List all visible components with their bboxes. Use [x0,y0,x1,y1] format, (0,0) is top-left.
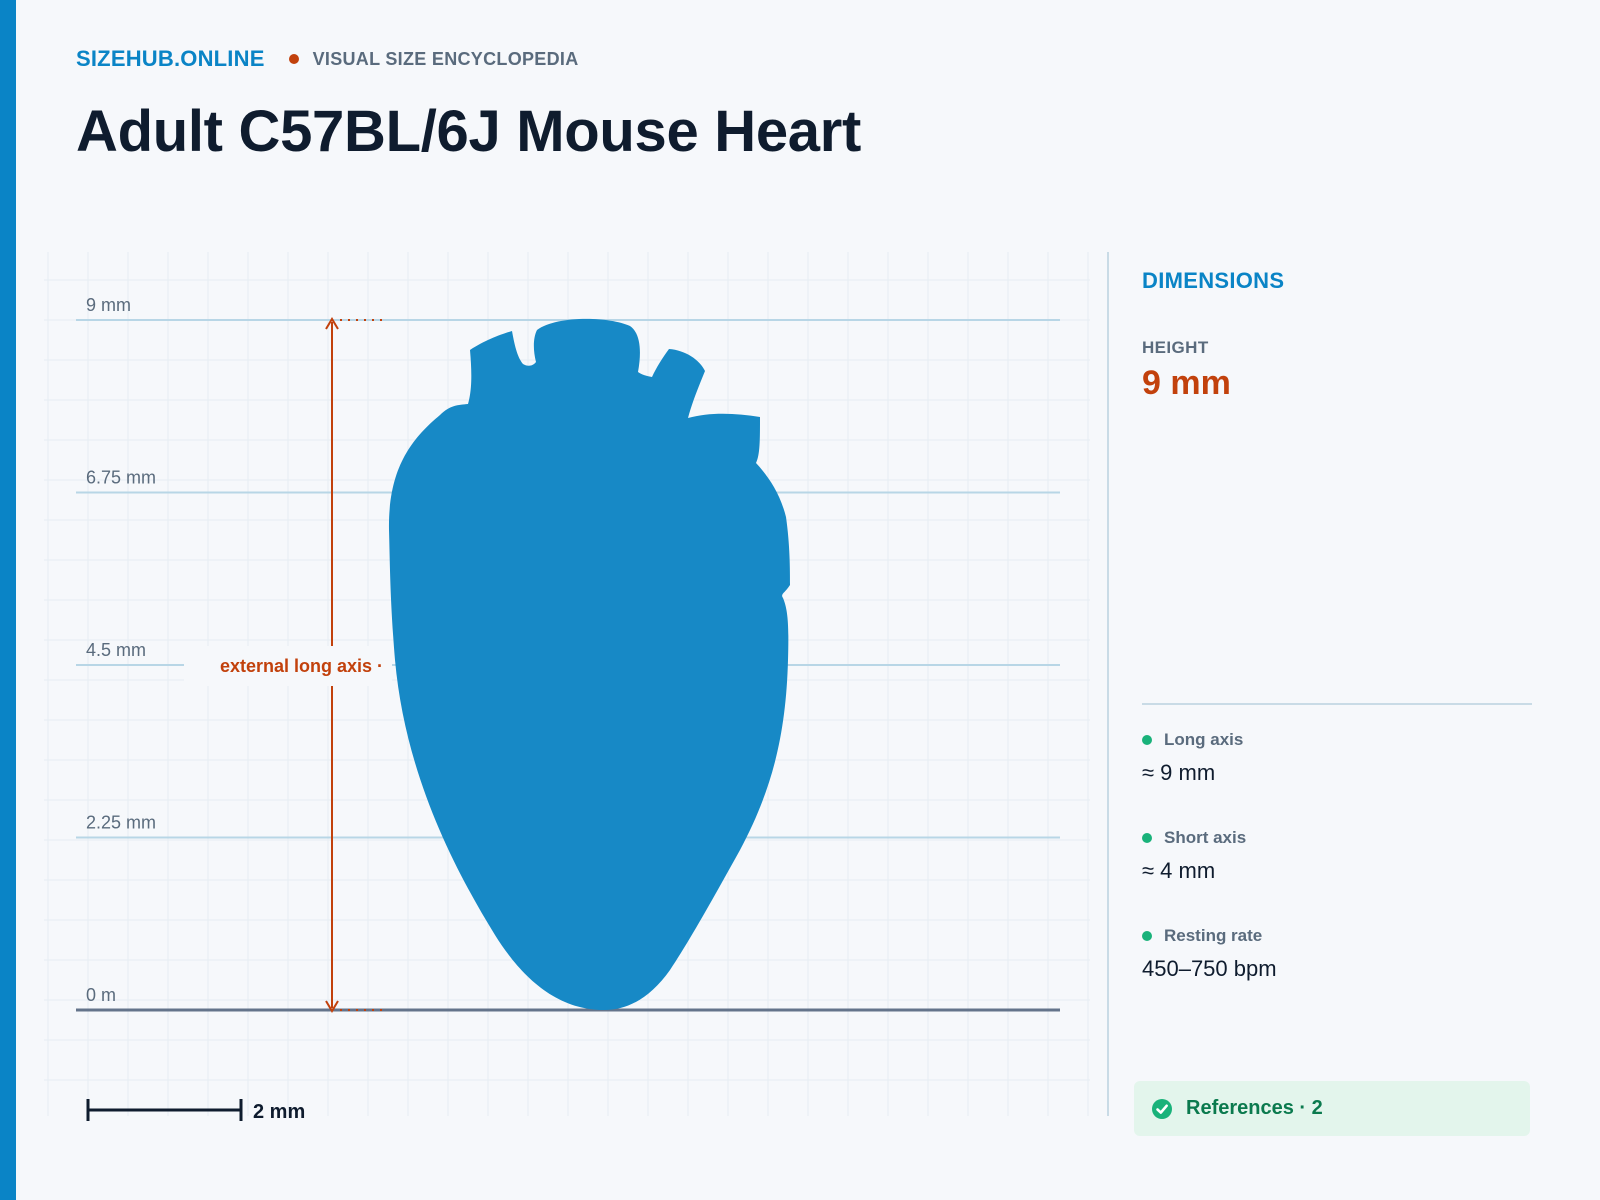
stat-value: 450–750 bpm [1142,956,1277,981]
panel-title: DIMENSIONS [1142,268,1285,293]
stat-label: Resting rate [1164,926,1263,945]
separator-dot [288,54,299,64]
stat-resting-rate: Resting rate 450–750 bpm [1142,926,1277,982]
measure-annotation: external long axis · [184,317,392,1013]
tick-label: 0 m [86,985,116,1005]
tick-label: 6.75 mm [86,468,156,488]
check-circle-icon [1152,1098,1172,1119]
status-dot [1142,735,1152,745]
references-label: References · 2 [1186,1097,1323,1119]
height-value: 9 mm [1142,364,1231,402]
heart-silhouette [388,318,790,1010]
stat-long-axis: Long axis ≈ 9 mm [1142,730,1243,786]
stat-label: Short axis [1164,828,1247,847]
panel-divider [1107,252,1109,1116]
status-dot [1142,833,1152,843]
scale-bar: 2 mm [86,1099,305,1123]
stat-label: Long axis [1164,730,1244,749]
page-title: Adult C57BL/6J Mouse Heart [76,99,862,164]
references-button[interactable]: References · 2 [1134,1081,1530,1136]
site-tagline: VISUAL SIZE ENCYCLOPEDIA [312,48,579,69]
panel-rule [1142,703,1532,705]
tick-label: 9 mm [86,295,131,315]
stat-value: ≈ 4 mm [1142,858,1216,883]
tick-label: 2.25 mm [86,813,156,833]
accent-bar [0,0,16,1200]
scale-bar-label: 2 mm [253,1101,305,1123]
stat-value: ≈ 9 mm [1142,760,1216,785]
measure-label: external long axis · [220,656,383,676]
status-dot [1142,931,1152,941]
site-brand[interactable]: SIZEHUB.ONLINE [76,46,265,71]
tick-label: 4.5 mm [86,640,146,660]
stat-short-axis: Short axis ≈ 4 mm [1142,828,1246,884]
height-label: HEIGHT [1142,338,1209,357]
site-header: SIZEHUB.ONLINE VISUAL SIZE ENCYCLOPEDIA [76,46,579,72]
